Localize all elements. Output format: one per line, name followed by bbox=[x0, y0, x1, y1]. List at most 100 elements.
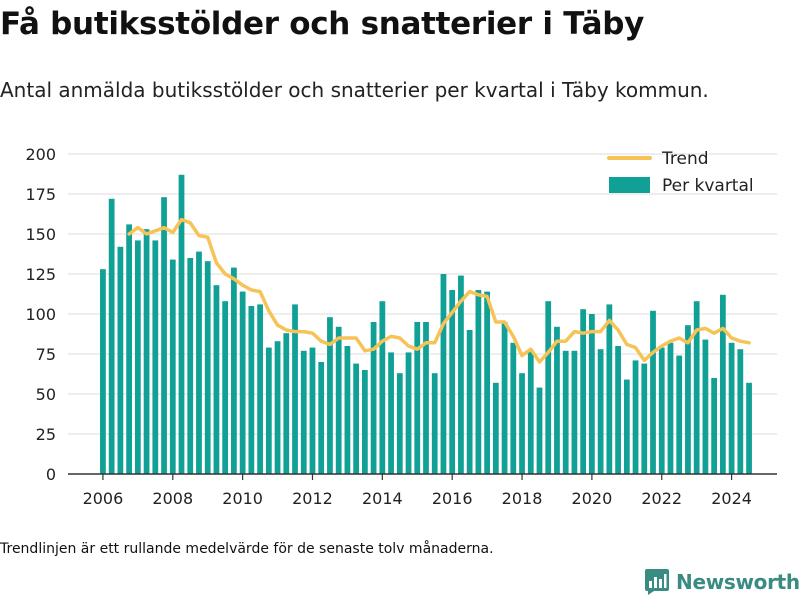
bar bbox=[641, 363, 648, 474]
bar bbox=[274, 341, 281, 474]
bar bbox=[606, 304, 613, 474]
x-tick-label: 2006 bbox=[83, 489, 124, 508]
x-tick-label: 2016 bbox=[432, 489, 473, 508]
x-tick-label: 2024 bbox=[711, 489, 752, 508]
bar bbox=[344, 346, 351, 474]
bar bbox=[458, 275, 464, 474]
bar bbox=[676, 355, 683, 474]
bar bbox=[414, 322, 421, 474]
bar bbox=[658, 347, 665, 474]
bar bbox=[257, 304, 263, 474]
bar bbox=[527, 350, 534, 474]
bar bbox=[623, 379, 630, 474]
trend-series bbox=[127, 217, 751, 364]
x-tick-label: 2022 bbox=[641, 489, 682, 508]
x-tick-label: 2020 bbox=[572, 489, 613, 508]
bar bbox=[405, 352, 412, 474]
brand-name: Newsworthy bbox=[676, 570, 800, 594]
bar bbox=[152, 240, 159, 474]
bar bbox=[702, 339, 709, 474]
y-tick-label: 200 bbox=[25, 145, 56, 164]
bar bbox=[737, 349, 744, 474]
bar bbox=[213, 285, 220, 474]
y-tick-label: 150 bbox=[25, 225, 56, 244]
legend-bar-swatch bbox=[609, 177, 650, 193]
bar bbox=[615, 346, 621, 474]
bar bbox=[693, 301, 700, 474]
bar bbox=[440, 274, 447, 474]
bar bbox=[196, 251, 202, 474]
bar bbox=[309, 347, 316, 474]
bar bbox=[396, 373, 403, 474]
bar bbox=[169, 259, 176, 474]
trend-line bbox=[127, 217, 751, 364]
bar bbox=[248, 306, 255, 474]
bar bbox=[327, 317, 333, 474]
bar bbox=[379, 301, 386, 474]
bar bbox=[126, 224, 133, 474]
bar bbox=[501, 322, 508, 474]
bar bbox=[292, 304, 298, 474]
brand: Newsworthy bbox=[644, 568, 800, 596]
bar bbox=[466, 330, 473, 474]
bar bbox=[239, 291, 246, 474]
bar bbox=[449, 290, 456, 474]
y-tick-label: 100 bbox=[25, 305, 56, 324]
bar bbox=[117, 246, 124, 474]
chart-title: Få butiksstölder och snatterier i Täby bbox=[0, 6, 644, 42]
bar bbox=[265, 347, 272, 474]
bar bbox=[492, 382, 499, 474]
bar bbox=[108, 198, 115, 475]
bar bbox=[161, 197, 167, 474]
bar bbox=[580, 309, 587, 474]
y-tick-label: 25 bbox=[36, 425, 56, 444]
chart-subtitle: Antal anmälda butiksstölder och snatteri… bbox=[0, 78, 709, 102]
bar bbox=[300, 350, 307, 474]
y-tick-label: 50 bbox=[36, 385, 56, 404]
bar bbox=[143, 229, 150, 474]
x-tick-label: 2010 bbox=[222, 489, 263, 508]
bar bbox=[589, 314, 595, 474]
bar bbox=[728, 342, 735, 474]
x-tick-label: 2008 bbox=[152, 489, 193, 508]
bar bbox=[597, 349, 604, 474]
bar bbox=[711, 378, 718, 474]
bar bbox=[510, 342, 517, 474]
grid-lines bbox=[68, 153, 777, 435]
x-tick-label: 2018 bbox=[502, 489, 543, 508]
bar bbox=[484, 291, 490, 474]
legend-bar-label: Per kvartal bbox=[662, 176, 754, 196]
bar bbox=[519, 373, 525, 474]
bar bbox=[554, 326, 560, 474]
bar bbox=[353, 363, 360, 474]
bar bbox=[431, 373, 438, 474]
x-tick-label: 2012 bbox=[292, 489, 333, 508]
bar bbox=[178, 174, 185, 475]
bar bbox=[423, 322, 429, 474]
legend: Trend Per kvartal bbox=[607, 149, 754, 196]
bar bbox=[222, 301, 229, 474]
legend-trend-label: Trend bbox=[661, 149, 709, 169]
bar bbox=[361, 370, 368, 474]
bar bbox=[536, 387, 543, 474]
bar bbox=[571, 350, 578, 474]
axes: 0 25 50 75 100 125 150 175 200 2006 2008 2010 2012 20… bbox=[25, 145, 777, 508]
bar-series bbox=[100, 174, 752, 475]
bar bbox=[134, 240, 141, 474]
bar bbox=[335, 326, 342, 474]
bar bbox=[475, 290, 482, 474]
x-tick-label: 2014 bbox=[362, 489, 403, 508]
bar bbox=[719, 294, 726, 474]
footnote: Trendlinjen är ett rullande medelvärde f… bbox=[0, 541, 494, 557]
bar bbox=[231, 267, 237, 474]
bar bbox=[632, 360, 639, 474]
bar bbox=[283, 333, 290, 474]
bar bbox=[370, 322, 377, 474]
y-tick-label: 125 bbox=[25, 265, 56, 284]
bar bbox=[667, 342, 674, 474]
bar bbox=[545, 301, 552, 474]
bar bbox=[388, 352, 394, 474]
bar bbox=[187, 258, 194, 474]
y-tick-label: 0 bbox=[46, 465, 56, 484]
